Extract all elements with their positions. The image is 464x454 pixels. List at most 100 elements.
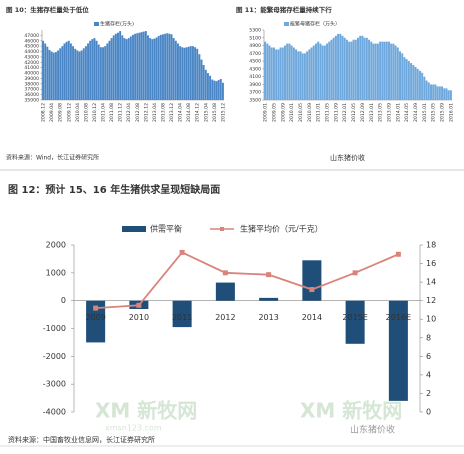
- y-tick-label: -2000: [43, 352, 66, 361]
- bar: [268, 45, 271, 100]
- bar: [194, 47, 197, 100]
- source: 资料来源：中国畜牧业信息网，长江证券研究所: [8, 435, 155, 444]
- x-tick-label: 2010.08: [83, 103, 89, 122]
- x-tick-label: 2009.04: [49, 103, 55, 122]
- bar: [365, 37, 368, 100]
- bar: [191, 46, 194, 100]
- x-tick-label: 2010.01: [289, 103, 295, 122]
- bar: [447, 90, 450, 100]
- bar: [370, 41, 373, 100]
- watermark: 山东猪价收: [350, 424, 395, 436]
- bar: [121, 35, 124, 101]
- line: [95, 251, 399, 309]
- y-tick-label: 0: [61, 296, 66, 305]
- bar: [48, 49, 51, 100]
- bar: [99, 47, 102, 100]
- line-marker: [93, 305, 99, 311]
- bar: [401, 53, 404, 100]
- x-tick-label: 2010.09: [307, 103, 313, 122]
- bar: [281, 47, 284, 100]
- y-tick-label: 41000: [24, 65, 39, 71]
- bar: [328, 41, 331, 100]
- bar: [63, 43, 66, 100]
- bar: [374, 43, 377, 100]
- bar: [421, 72, 424, 100]
- bar: [221, 82, 224, 100]
- x-tick-label: 2012.08: [135, 103, 141, 122]
- y-tick-label: 45000: [24, 44, 39, 50]
- bar: [166, 33, 169, 100]
- bar: [383, 41, 386, 100]
- chart-title: 图 12：预计 15、16 年生猪供求呈现短缺局面: [8, 183, 220, 196]
- bar: [91, 39, 94, 100]
- bar: [86, 300, 106, 343]
- bar: [279, 47, 282, 100]
- x-tick-label: 2015.12: [220, 103, 226, 122]
- legend-swatch: [122, 226, 146, 232]
- y-tick-label: 37000: [24, 87, 39, 93]
- bar: [140, 32, 143, 100]
- x-tick-label: 2011.04: [101, 103, 107, 122]
- bar: [129, 36, 132, 100]
- bar: [196, 48, 199, 100]
- bar: [151, 39, 154, 100]
- bar: [443, 88, 446, 100]
- bar: [174, 40, 177, 100]
- bar: [414, 66, 417, 100]
- x-tick-label: 2014.04: [178, 103, 184, 122]
- y-tick-label: 38000: [24, 81, 39, 87]
- bar: [50, 51, 53, 100]
- y-tick-label: 39000: [24, 76, 39, 82]
- x-tick-label: 2015E: [342, 313, 367, 322]
- line-marker: [136, 302, 142, 308]
- bar: [295, 49, 298, 100]
- bar: [164, 33, 167, 101]
- x-tick-label: 2015.01: [422, 103, 428, 122]
- bar: [399, 51, 402, 100]
- bar: [434, 84, 437, 100]
- bar: [206, 73, 209, 100]
- watermark: XM 新牧网: [95, 399, 197, 423]
- bar: [157, 35, 160, 100]
- x-tick-label: 2009.12: [66, 103, 72, 122]
- x-tick-label: 2012.12: [143, 103, 149, 122]
- bar: [80, 50, 83, 100]
- bar: [89, 40, 92, 100]
- bar: [153, 38, 156, 100]
- y2-tick-label: 0: [426, 408, 431, 417]
- bar: [348, 41, 351, 100]
- bar: [200, 59, 203, 100]
- bar: [204, 69, 207, 100]
- x-tick-label: 2010.04: [75, 103, 81, 122]
- chart-title: 图 10：生猪存栏量处于低位: [6, 5, 89, 14]
- y2-tick-label: 14: [426, 278, 436, 287]
- x-tick-label: 2011.01: [316, 103, 322, 122]
- bar: [119, 31, 122, 101]
- bar: [177, 43, 179, 100]
- y-tick-label: -1000: [43, 324, 66, 333]
- bar: [93, 38, 96, 100]
- y-tick-label: 4900: [249, 43, 261, 49]
- legend-marker: [220, 227, 224, 231]
- bar: [306, 51, 309, 100]
- y2-tick-label: 2: [426, 389, 431, 398]
- bar: [78, 51, 81, 100]
- bar: [168, 33, 171, 101]
- x-tick-label: 2010.12: [92, 103, 98, 122]
- bar: [59, 48, 62, 100]
- bar: [392, 43, 395, 100]
- bar: [357, 37, 359, 100]
- bar: [72, 46, 75, 100]
- bar: [82, 48, 85, 100]
- bar: [110, 38, 113, 100]
- bar: [272, 47, 275, 100]
- bar: [312, 45, 315, 100]
- bar: [438, 86, 441, 100]
- line-marker: [222, 270, 228, 276]
- bar: [76, 50, 79, 100]
- x-tick-label: 2009.08: [58, 103, 64, 122]
- x-tick-label: 2013.01: [369, 103, 375, 122]
- bar: [379, 41, 382, 100]
- bar: [217, 80, 220, 100]
